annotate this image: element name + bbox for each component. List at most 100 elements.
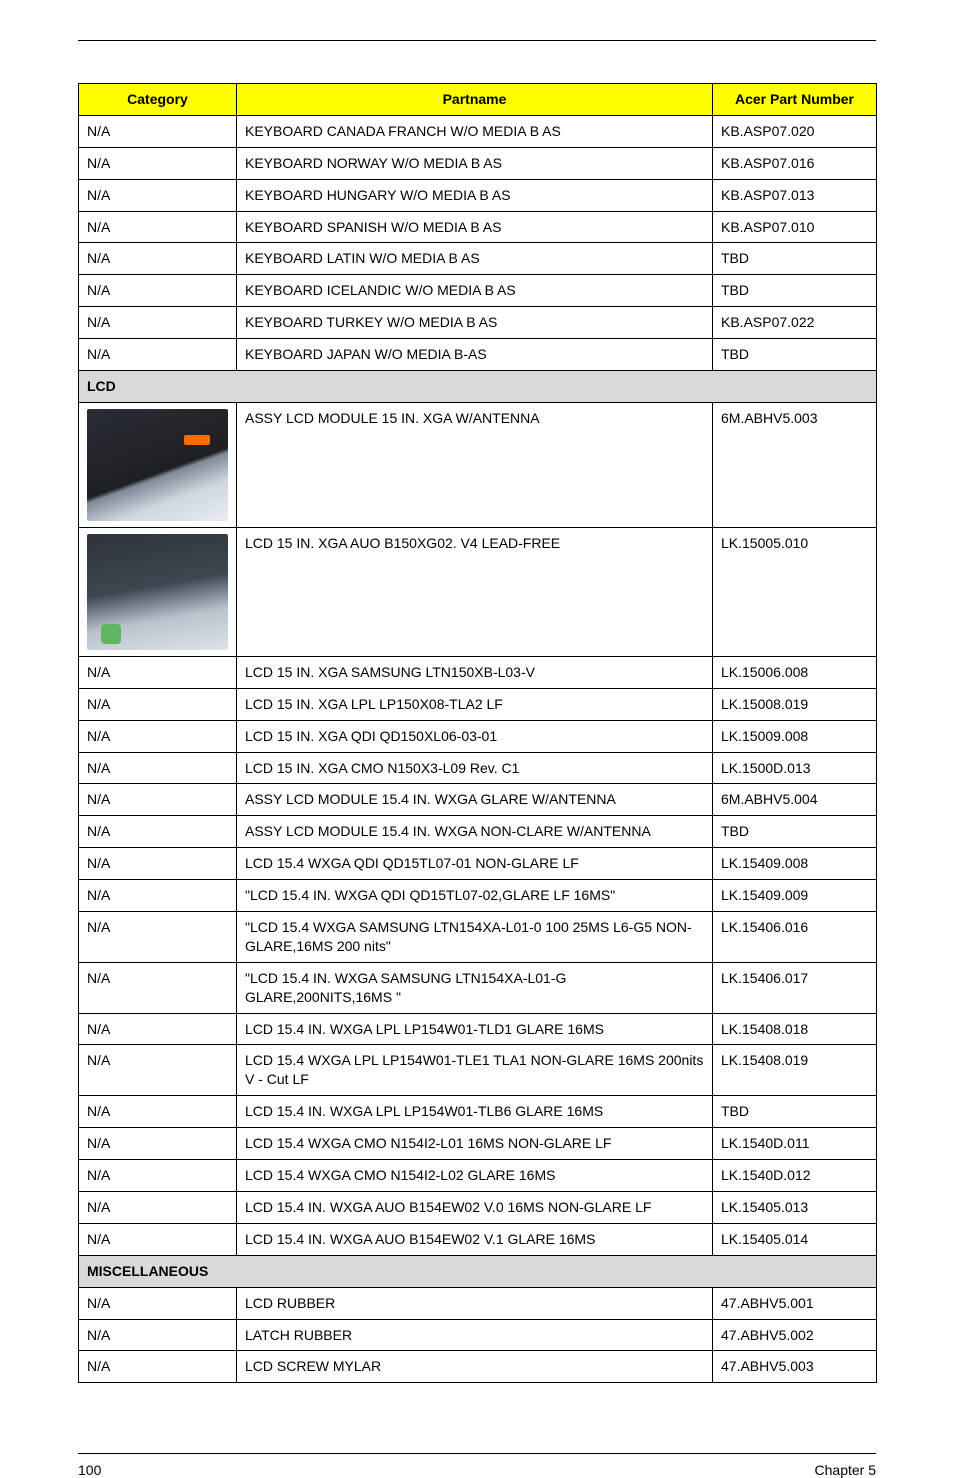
cell-partname: KEYBOARD SPANISH W/O MEDIA B AS	[237, 211, 713, 243]
cell-category: N/A	[79, 816, 237, 848]
table-row: N/ALCD RUBBER47.ABHV5.001	[79, 1287, 877, 1319]
table-row: N/ALCD 15.4 WXGA CMO N154I2-L01 16MS NON…	[79, 1128, 877, 1160]
cell-category: N/A	[79, 1351, 237, 1383]
cell-acer-part: TBD	[713, 816, 877, 848]
cell-acer-part: LK.15009.008	[713, 720, 877, 752]
cell-acer-part: KB.ASP07.022	[713, 307, 877, 339]
cell-acer-part: LK.1540D.012	[713, 1160, 877, 1192]
table-row: N/AKEYBOARD TURKEY W/O MEDIA B ASKB.ASP0…	[79, 307, 877, 339]
cell-acer-part: LK.15406.017	[713, 962, 877, 1013]
cell-acer-part: LK.1500D.013	[713, 752, 877, 784]
table-row: N/ALCD 15.4 WXGA CMO N154I2-L02 GLARE 16…	[79, 1160, 877, 1192]
cell-partname: LCD 15 IN. XGA CMO N150X3-L09 Rev. C1	[237, 752, 713, 784]
table-row: MISCELLANEOUS	[79, 1255, 877, 1287]
cell-category: N/A	[79, 784, 237, 816]
cell-acer-part: LK.15008.019	[713, 688, 877, 720]
cell-partname: KEYBOARD TURKEY W/O MEDIA B AS	[237, 307, 713, 339]
table-body: N/AKEYBOARD CANADA FRANCH W/O MEDIA B AS…	[79, 115, 877, 1382]
cell-category: N/A	[79, 115, 237, 147]
cell-acer-part: LK.15409.008	[713, 848, 877, 880]
cell-acer-part: LK.15408.019	[713, 1045, 877, 1096]
table-row: N/ALCD 15 IN. XGA QDI QD150XL06-03-01LK.…	[79, 720, 877, 752]
cell-partname: LCD 15 IN. XGA SAMSUNG LTN150XB-L03-V	[237, 656, 713, 688]
cell-acer-part: KB.ASP07.016	[713, 147, 877, 179]
cell-partname: LCD 15.4 IN. WXGA AUO B154EW02 V.1 GLARE…	[237, 1223, 713, 1255]
table-row: N/A"LCD 15.4 IN. WXGA QDI QD15TL07-02,GL…	[79, 880, 877, 912]
top-rule	[78, 40, 876, 41]
cell-category: N/A	[79, 1319, 237, 1351]
table-row: N/ALCD 15 IN. XGA LPL LP150X08-TLA2 LFLK…	[79, 688, 877, 720]
cell-partname: LCD RUBBER	[237, 1287, 713, 1319]
cell-partname: "LCD 15.4 IN. WXGA QDI QD15TL07-02,GLARE…	[237, 880, 713, 912]
page-footer: 100 Chapter 5	[78, 1453, 876, 1478]
table-row: N/AKEYBOARD LATIN W/O MEDIA B ASTBD	[79, 243, 877, 275]
cell-category: N/A	[79, 1045, 237, 1096]
cell-category: N/A	[79, 307, 237, 339]
section-label: LCD	[79, 371, 877, 403]
table-row: N/AKEYBOARD NORWAY W/O MEDIA B ASKB.ASP0…	[79, 147, 877, 179]
table-row: N/ALCD 15 IN. XGA SAMSUNG LTN150XB-L03-V…	[79, 656, 877, 688]
table-header-row: Category Partname Acer Part Number	[79, 84, 877, 116]
cell-acer-part: TBD	[713, 339, 877, 371]
cell-partname: "LCD 15.4 WXGA SAMSUNG LTN154XA-L01-0 10…	[237, 912, 713, 963]
cell-partname: LATCH RUBBER	[237, 1319, 713, 1351]
section-label: MISCELLANEOUS	[79, 1255, 877, 1287]
cell-partname: KEYBOARD ICELANDIC W/O MEDIA B AS	[237, 275, 713, 307]
cell-category: N/A	[79, 848, 237, 880]
table-row: N/AASSY LCD MODULE 15.4 IN. WXGA GLARE W…	[79, 784, 877, 816]
cell-partname: LCD 15.4 IN. WXGA LPL LP154W01-TLD1 GLAR…	[237, 1013, 713, 1045]
cell-category: N/A	[79, 912, 237, 963]
cell-category: N/A	[79, 880, 237, 912]
cell-category: N/A	[79, 752, 237, 784]
table-row: ASSY LCD MODULE 15 IN. XGA W/ANTENNA6M.A…	[79, 402, 877, 527]
cell-category: N/A	[79, 211, 237, 243]
cell-acer-part: LK.15006.008	[713, 656, 877, 688]
table-row: N/A"LCD 15.4 IN. WXGA SAMSUNG LTN154XA-L…	[79, 962, 877, 1013]
cell-partname: LCD 15.4 WXGA CMO N154I2-L01 16MS NON-GL…	[237, 1128, 713, 1160]
lcd-module-image	[87, 409, 228, 521]
cell-category: N/A	[79, 1223, 237, 1255]
cell-category: N/A	[79, 1096, 237, 1128]
table-row: N/ALCD 15.4 IN. WXGA LPL LP154W01-TLB6 G…	[79, 1096, 877, 1128]
cell-acer-part: LK.15409.009	[713, 880, 877, 912]
product-thumbnail	[79, 402, 237, 527]
header-category: Category	[79, 84, 237, 116]
cell-partname: LCD 15.4 IN. WXGA LPL LP154W01-TLB6 GLAR…	[237, 1096, 713, 1128]
cell-partname: KEYBOARD CANADA FRANCH W/O MEDIA B AS	[237, 115, 713, 147]
cell-acer-part: 6M.ABHV5.004	[713, 784, 877, 816]
cell-acer-part: LK.15405.014	[713, 1223, 877, 1255]
cell-category: N/A	[79, 147, 237, 179]
table-row: N/ALATCH RUBBER47.ABHV5.002	[79, 1319, 877, 1351]
lcd-module-image	[87, 534, 228, 650]
cell-partname: ASSY LCD MODULE 15.4 IN. WXGA NON-CLARE …	[237, 816, 713, 848]
chapter-label: Chapter 5	[815, 1462, 876, 1478]
cell-category: N/A	[79, 275, 237, 307]
cell-acer-part: LK.15406.016	[713, 912, 877, 963]
cell-acer-part: TBD	[713, 275, 877, 307]
table-row: N/AKEYBOARD SPANISH W/O MEDIA B ASKB.ASP…	[79, 211, 877, 243]
cell-acer-part: TBD	[713, 243, 877, 275]
page-number: 100	[78, 1462, 101, 1478]
cell-partname: LCD 15.4 IN. WXGA AUO B154EW02 V.0 16MS …	[237, 1191, 713, 1223]
table-row: N/ALCD 15 IN. XGA CMO N150X3-L09 Rev. C1…	[79, 752, 877, 784]
table-row: N/AASSY LCD MODULE 15.4 IN. WXGA NON-CLA…	[79, 816, 877, 848]
cell-category: N/A	[79, 179, 237, 211]
table-row: N/AKEYBOARD ICELANDIC W/O MEDIA B ASTBD	[79, 275, 877, 307]
table-row: N/A"LCD 15.4 WXGA SAMSUNG LTN154XA-L01-0…	[79, 912, 877, 963]
cell-acer-part: TBD	[713, 1096, 877, 1128]
cell-partname: LCD 15.4 WXGA QDI QD15TL07-01 NON-GLARE …	[237, 848, 713, 880]
cell-partname: ASSY LCD MODULE 15.4 IN. WXGA GLARE W/AN…	[237, 784, 713, 816]
page: Category Partname Acer Part Number N/AKE…	[0, 0, 954, 1478]
table-row: N/ALCD SCREW MYLAR47.ABHV5.003	[79, 1351, 877, 1383]
cell-category: N/A	[79, 1287, 237, 1319]
cell-acer-part: LK.1540D.011	[713, 1128, 877, 1160]
table-row: N/AKEYBOARD CANADA FRANCH W/O MEDIA B AS…	[79, 115, 877, 147]
cell-acer-part: 47.ABHV5.001	[713, 1287, 877, 1319]
cell-partname: KEYBOARD LATIN W/O MEDIA B AS	[237, 243, 713, 275]
cell-category: N/A	[79, 1013, 237, 1045]
table-row: N/ALCD 15.4 IN. WXGA LPL LP154W01-TLD1 G…	[79, 1013, 877, 1045]
cell-partname: KEYBOARD NORWAY W/O MEDIA B AS	[237, 147, 713, 179]
cell-category: N/A	[79, 720, 237, 752]
cell-acer-part: LK.15405.013	[713, 1191, 877, 1223]
header-acer-part: Acer Part Number	[713, 84, 877, 116]
